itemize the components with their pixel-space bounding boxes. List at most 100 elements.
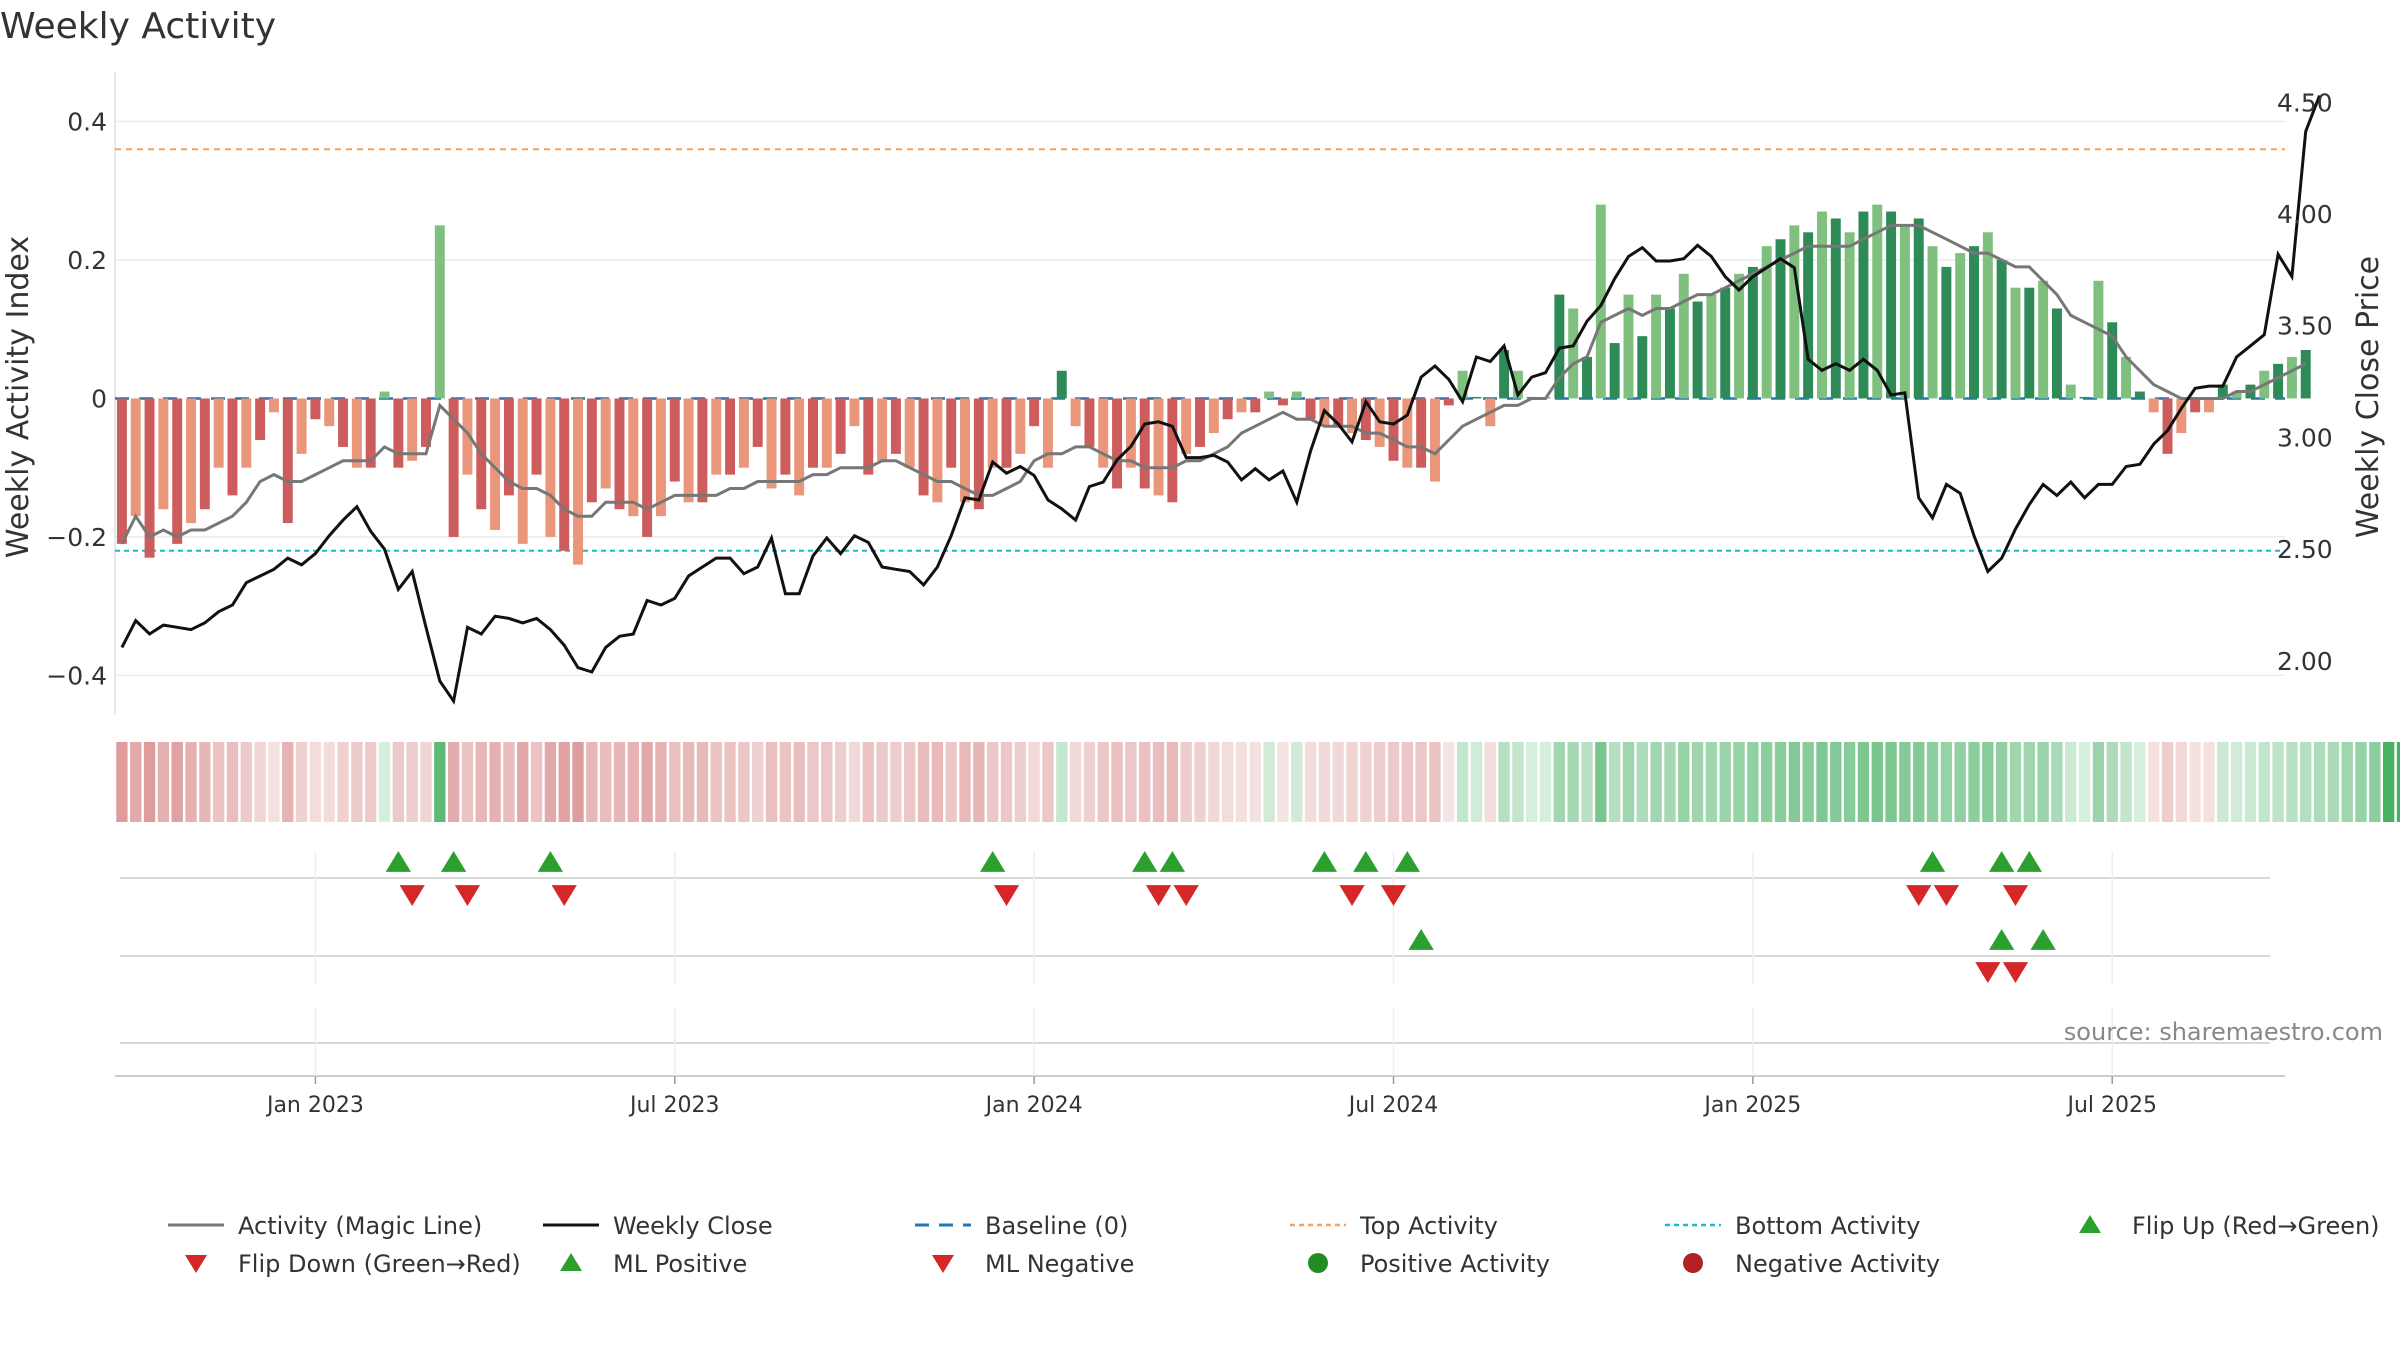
- left-tick-label: 0: [91, 384, 107, 413]
- strip-cell: [1788, 742, 1800, 822]
- activity-bar: [448, 398, 459, 537]
- strip-cell: [461, 742, 474, 822]
- activity-bar: [1582, 356, 1592, 399]
- flip-down-marker: [1906, 885, 1932, 906]
- activity-bar: [1886, 211, 1897, 399]
- activity-bar: [2134, 391, 2145, 399]
- activity-bar: [1637, 336, 1648, 399]
- series-lines: [120, 95, 2321, 705]
- activity-bar: [1664, 308, 1675, 399]
- strip-cell: [807, 742, 819, 822]
- strip-cell: [2051, 742, 2063, 822]
- ml-negative-marker: [2002, 962, 2029, 983]
- legend-swatch-triangle-up: [560, 1253, 582, 1271]
- strip-cell: [724, 742, 736, 822]
- strip-cell: [295, 742, 308, 822]
- strip-cell: [641, 742, 653, 822]
- strip-cell: [600, 742, 612, 822]
- strip-cell: [434, 742, 446, 822]
- strip-cell: [917, 742, 930, 822]
- legend-item: Flip Down (Green→Red): [185, 1250, 521, 1278]
- strip-cell: [793, 742, 805, 822]
- strip-cell: [503, 742, 515, 822]
- strip-cell: [1083, 742, 1096, 822]
- activity-bar: [725, 398, 736, 475]
- activity-bar: [780, 398, 791, 475]
- activity-bar: [1305, 398, 1316, 420]
- strip-cell: [1940, 742, 1953, 822]
- strip-cell: [1111, 742, 1123, 822]
- strip-cell: [1761, 742, 1773, 822]
- left-tick-label: −0.2: [46, 523, 107, 552]
- activity-bar: [1747, 266, 1758, 399]
- activity-bar: [642, 398, 653, 537]
- activity-bar: [655, 398, 666, 517]
- activity-bar: [586, 398, 597, 503]
- strip-cell: [1180, 742, 1192, 822]
- activity-bar: [144, 398, 155, 558]
- ml-positive-marker: [1989, 929, 2015, 950]
- strip-cell: [365, 742, 377, 822]
- strip-cell: [627, 742, 639, 822]
- strip-cell: [904, 742, 916, 822]
- activity-bar: [835, 398, 846, 454]
- activity-bar: [711, 398, 722, 475]
- activity-bar: [2051, 308, 2062, 399]
- activity-bar: [1803, 232, 1814, 399]
- activity-bar: [1429, 398, 1440, 482]
- activity-bar: [683, 398, 694, 503]
- activity-bar: [1913, 218, 1924, 399]
- activity-bar: [559, 398, 570, 551]
- strip-cell: [1913, 742, 1925, 822]
- strip-cell: [143, 742, 156, 822]
- activity-bar: [752, 398, 763, 447]
- strip-cell: [2009, 742, 2022, 822]
- strip-cell: [890, 742, 902, 822]
- strip-cell: [1622, 742, 1635, 822]
- strip-cell: [669, 742, 681, 822]
- source-label: source: sharemaestro.com: [2064, 1018, 2383, 1046]
- strip-cell: [1360, 742, 1372, 822]
- strip-cell: [2300, 742, 2312, 822]
- legend-label: Top Activity: [1359, 1212, 1498, 1240]
- activity-bar: [531, 398, 542, 475]
- activity-bar: [2107, 322, 2118, 399]
- activity-bar: [296, 398, 307, 454]
- legend: Activity (Magic Line) Weekly Close Baselin…: [168, 1212, 2380, 1278]
- strip-cell: [2244, 742, 2257, 822]
- right-axis-label: Weekly Close Price: [2351, 256, 2386, 538]
- strip-cell: [323, 742, 335, 822]
- strip-cell: [1318, 742, 1331, 822]
- legend-swatch-triangle-down: [185, 1255, 207, 1273]
- strip-cell: [1719, 742, 1731, 822]
- date-tick-label: Jan 2025: [1702, 1093, 1801, 1118]
- activity-bar: [697, 398, 708, 503]
- flip-down-marker: [1933, 885, 1960, 906]
- activity-bar: [158, 398, 169, 510]
- activity-bar: [1457, 370, 1468, 399]
- strip-cell: [199, 742, 211, 822]
- right-axis-ticks: 4.50 4.00 3.50 3.00 2.50 2.00: [2277, 88, 2333, 676]
- strip-cell: [1291, 742, 1303, 822]
- strip-cell: [116, 742, 128, 822]
- activity-bar: [1512, 370, 1523, 399]
- strip-cell: [475, 742, 487, 822]
- activity-bar: [2065, 384, 2076, 399]
- activity-bar: [379, 391, 390, 399]
- weekly-close-line: [120, 95, 2321, 705]
- strip-cell: [1374, 742, 1386, 822]
- activity-bar: [1734, 273, 1745, 399]
- flip-down-marker: [399, 885, 425, 906]
- legend-label: ML Negative: [985, 1250, 1134, 1278]
- strip-cell: [1056, 742, 1068, 822]
- legend-item: Baseline (0): [915, 1212, 1128, 1240]
- activity-bar: [172, 398, 183, 544]
- strip-cell: [1885, 742, 1897, 822]
- strip-cell: [1014, 742, 1026, 822]
- strip-cell: [2065, 742, 2077, 822]
- strip-cell: [1125, 742, 1137, 822]
- ml-positive-marker: [2030, 929, 2056, 950]
- activity-bar: [573, 398, 584, 565]
- strip-cell: [530, 742, 543, 822]
- activity-bar: [116, 398, 127, 544]
